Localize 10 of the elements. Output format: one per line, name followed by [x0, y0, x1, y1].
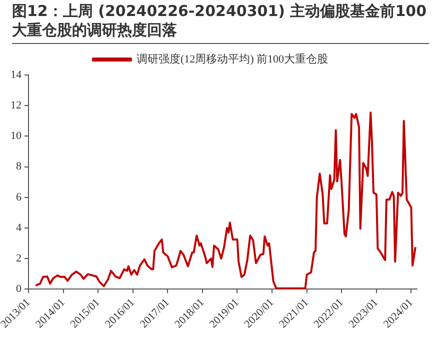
y-tick-label: 4: [16, 222, 22, 234]
y-tick-label: 2: [16, 252, 22, 264]
chart-title: 图12：上周 (20240226-20240301) 主动偏股基金前100 大重仓股的调研热度回落: [11, 1, 428, 40]
y-tick-label: 10: [10, 130, 22, 142]
y-tick-label: 8: [16, 160, 22, 173]
y-tick-label: 12: [10, 99, 22, 112]
y-tick-label: 0: [16, 283, 22, 296]
y-tick-label: 6: [16, 191, 22, 204]
y-tick-label: 14: [10, 68, 22, 81]
legend-label: 调研强度(12周移动平均) 前100大重仓股: [136, 52, 328, 66]
